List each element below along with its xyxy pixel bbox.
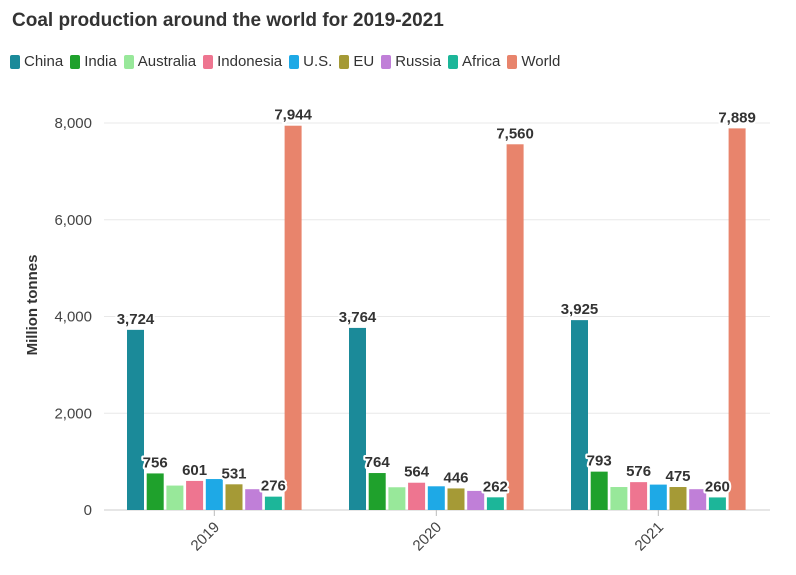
bar-australia-2020[interactable] — [388, 487, 406, 510]
legend-item-australia[interactable]: Australia — [123, 53, 197, 70]
legend-swatch — [70, 54, 81, 69]
bar-russia-2020[interactable] — [467, 490, 485, 510]
data-label: 3,925 — [561, 301, 599, 318]
data-label: 756 — [143, 454, 168, 471]
legend-item-india[interactable]: India — [70, 53, 117, 70]
legend-label: Indonesia — [217, 53, 283, 70]
legend-swatch — [448, 54, 459, 69]
bar-china-2021[interactable] — [571, 320, 588, 510]
legend-item-china[interactable]: China — [10, 53, 63, 70]
bar-eu-2020[interactable] — [447, 488, 465, 510]
bars — [127, 125, 746, 511]
data-label: 262 — [483, 478, 508, 495]
legend-label: India — [84, 53, 117, 70]
legend-item-russia[interactable]: Russia — [381, 53, 441, 70]
legend-swatch — [123, 54, 134, 69]
data-label: 3,724 — [117, 311, 155, 328]
x-tick-label: 2020 — [410, 519, 446, 555]
legend-swatch — [507, 54, 518, 69]
bar-australia-2019[interactable] — [166, 485, 184, 510]
bar-indonesia-2021[interactable] — [630, 482, 648, 510]
legend-item-africa[interactable]: Africa — [448, 53, 500, 70]
y-tick-label: 8,000 — [54, 115, 92, 132]
grid-lines — [104, 122, 770, 511]
legend-label: World — [521, 53, 561, 70]
bar-india-2021[interactable] — [590, 471, 608, 510]
y-tick-label: 6,000 — [54, 212, 92, 229]
bar-china-2020[interactable] — [349, 327, 366, 510]
bar-eu-2019[interactable] — [225, 484, 243, 510]
legend-swatch — [381, 54, 392, 69]
bar-world-2020[interactable] — [506, 144, 524, 510]
legend-label: Australia — [137, 53, 197, 70]
data-label: 7,560 — [496, 125, 534, 142]
data-label: 601 — [182, 462, 207, 479]
legend-item-eu[interactable]: EU — [339, 53, 374, 70]
legend-label: EU — [353, 53, 375, 70]
legend-label: China — [24, 53, 64, 70]
legend-swatch — [339, 54, 350, 69]
bar-indonesia-2019[interactable] — [186, 480, 204, 510]
data-label: 3,764 — [339, 309, 377, 326]
legend-label: Russia — [395, 53, 442, 70]
data-label: 764 — [365, 454, 391, 471]
bar-africa-2021[interactable] — [708, 497, 726, 510]
y-tick-label: 4,000 — [54, 309, 92, 326]
legend-label: U.S. — [303, 53, 333, 70]
bar-russia-2021[interactable] — [689, 489, 707, 510]
data-labels: 3,724 756 601 531 276 7,944 3,764 764 564 446 262 7… — [115, 105, 758, 498]
legend-swatch — [289, 54, 300, 69]
y-tick-label: 0 — [84, 502, 92, 519]
data-label: 276 — [261, 478, 286, 495]
bar-u-s-2019[interactable] — [205, 479, 223, 510]
bar-eu-2021[interactable] — [669, 487, 687, 510]
data-label: 260 — [705, 478, 730, 495]
data-label: 7,889 — [718, 109, 756, 126]
bar-u-s-2021[interactable] — [649, 484, 667, 510]
bar-africa-2020[interactable] — [486, 497, 504, 510]
bar-china-2019[interactable] — [127, 329, 144, 510]
data-label: 475 — [665, 468, 690, 485]
bar-india-2019[interactable] — [146, 473, 164, 510]
bar-russia-2019[interactable] — [245, 489, 263, 510]
legend-item-world[interactable]: World — [507, 53, 560, 70]
legend-swatch — [10, 54, 20, 69]
bar-africa-2019[interactable] — [264, 496, 282, 510]
bar-world-2019[interactable] — [284, 125, 302, 511]
chart-title: Coal production around the world for 201… — [12, 10, 444, 31]
bar-world-2021[interactable] — [728, 128, 746, 510]
bar-indonesia-2020[interactable] — [408, 482, 426, 510]
legend-label: Africa — [462, 53, 501, 70]
legend-item-indonesia[interactable]: Indonesia — [203, 53, 282, 70]
bar-u-s-2020[interactable] — [427, 486, 445, 510]
x-tick-label: 2021 — [632, 519, 668, 555]
bar-india-2020[interactable] — [368, 473, 386, 510]
chart-legend: China India Australia Indonesia U.S. EU Russia… — [10, 53, 567, 70]
data-label: 531 — [221, 465, 246, 482]
data-label: 564 — [404, 464, 430, 481]
data-label: 446 — [443, 469, 468, 486]
data-label: 793 — [587, 453, 612, 470]
bar-australia-2021[interactable] — [610, 487, 628, 510]
data-label: 7,944 — [274, 107, 312, 124]
x-tick-label: 2019 — [188, 519, 224, 555]
y-tick-label: 2,000 — [54, 405, 92, 422]
legend-swatch — [203, 54, 214, 69]
data-label: 576 — [626, 463, 651, 480]
legend-item-u-s[interactable]: U.S. — [289, 53, 332, 70]
y-axis-label: Million tonnes — [24, 255, 41, 356]
